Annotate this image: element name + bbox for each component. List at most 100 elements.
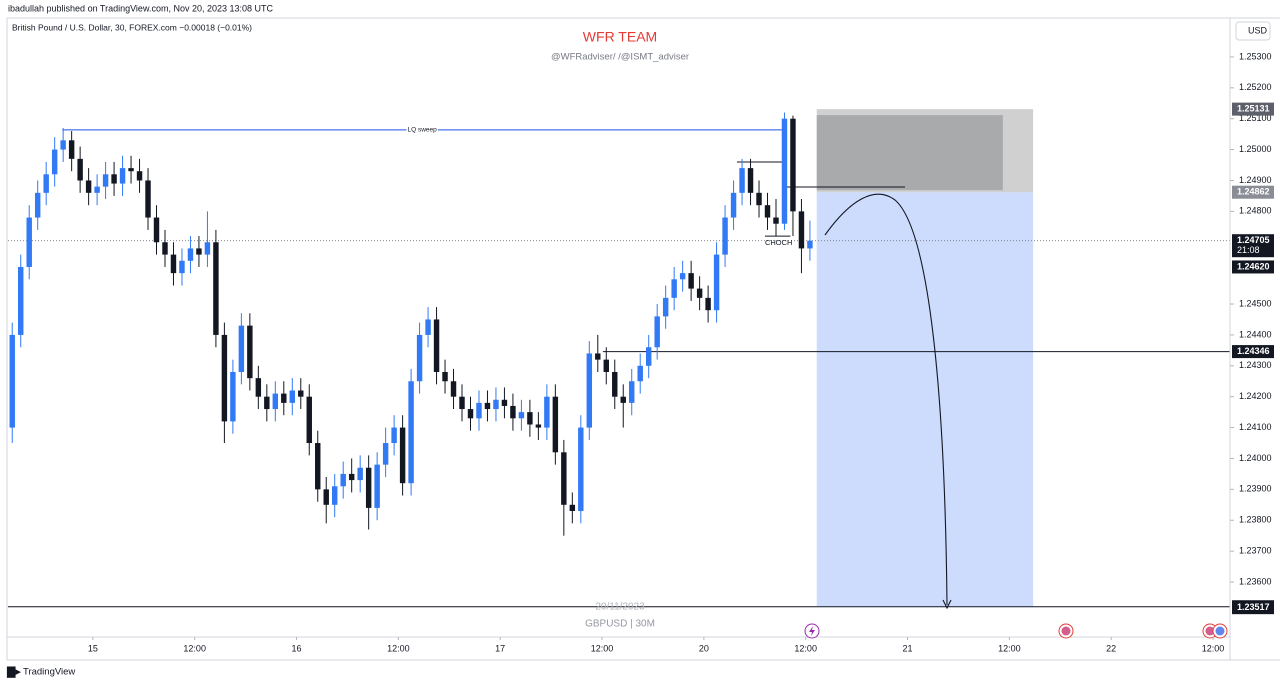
candle-body: [442, 371, 448, 382]
candle-body: [569, 504, 576, 511]
candle-body: [612, 371, 618, 397]
target-zone: [816, 192, 1034, 607]
x-tick-label: 17: [495, 643, 505, 653]
x-tick-label: 12:00: [183, 643, 206, 653]
candle-body: [331, 486, 338, 505]
candle-body: [501, 399, 508, 406]
candle-body: [136, 171, 143, 181]
candle-body: [756, 192, 762, 206]
candle-body: [348, 473, 355, 481]
candle-body: [204, 242, 211, 255]
candle-body: [578, 427, 584, 511]
flag-icon: [1215, 626, 1225, 636]
candle-body: [111, 174, 117, 184]
candle-body: [247, 325, 253, 379]
candle-body: [696, 288, 703, 298]
symbol-line: British Pound / U.S. Dollar, 30, FOREX.c…: [12, 22, 252, 32]
candle-body: [510, 405, 516, 419]
candle-body: [298, 390, 304, 397]
candle-body: [722, 217, 728, 255]
candle-body: [221, 334, 228, 422]
candle-body: [323, 489, 329, 505]
brand: TradingView: [23, 667, 75, 678]
candle-body: [281, 393, 287, 403]
candle-body: [798, 211, 805, 249]
candle-body: [764, 205, 771, 218]
candle-body: [340, 473, 346, 487]
backdrop-layer: [816, 109, 1034, 607]
x-tick-label: 15: [88, 643, 98, 653]
candle-body: [459, 396, 465, 410]
x-tick-label: 12:00: [998, 643, 1021, 653]
price-label: 1.23517: [1237, 602, 1270, 612]
candle-body: [162, 242, 168, 255]
price-label: 1.24620: [1237, 261, 1270, 271]
y-tick-label: 1.25100: [1239, 113, 1272, 123]
y-tick-label: 1.24200: [1239, 391, 1272, 401]
candle-body: [527, 412, 533, 425]
candle-body: [230, 371, 236, 422]
candle-body: [153, 217, 160, 243]
countdown-label: 21:08: [1237, 245, 1260, 255]
x-tick-label: 12:00: [1202, 643, 1225, 653]
candle-body: [315, 443, 321, 490]
candle-body: [747, 168, 754, 193]
candle-body: [399, 427, 406, 484]
x-tick-label: 21: [903, 643, 913, 653]
candle-body: [391, 427, 397, 444]
x-tick-label: 12:00: [794, 643, 817, 653]
candle-body: [26, 217, 32, 267]
candle-body: [18, 266, 24, 335]
flag-icon: [1205, 626, 1215, 636]
candle-body: [781, 118, 788, 224]
x-tick-label: 12:00: [591, 643, 614, 653]
chart-subtitle: @WFRadviser/ /@ISMT_adviser: [551, 52, 689, 63]
currency-label: USD: [1248, 25, 1268, 35]
arrow-head: [942, 599, 952, 610]
candle-body: [595, 353, 601, 360]
candle-body: [586, 353, 593, 428]
candle-body: [85, 180, 92, 193]
candle-body: [238, 325, 245, 372]
price-label-box: [1232, 345, 1274, 359]
y-tick-label: 1.24300: [1239, 360, 1272, 370]
candle-body: [365, 467, 372, 508]
candle-body: [518, 412, 525, 419]
candle-body: [705, 297, 711, 311]
candle-body: [128, 168, 134, 172]
candle-body: [645, 347, 652, 366]
candle-body: [535, 424, 542, 428]
currency-button[interactable]: [1235, 21, 1271, 41]
candle-body: [807, 240, 813, 249]
y-tick-label: 1.25300: [1239, 51, 1272, 61]
price-label: 1.24862: [1237, 187, 1270, 197]
y-tick-label: 1.24000: [1239, 453, 1272, 463]
candle-body: [773, 217, 779, 224]
overlay-layer: LQ sweep CHOCH: [406, 125, 952, 610]
candle-body: [9, 334, 15, 428]
candle-body: [408, 381, 414, 484]
candle-body: [60, 140, 66, 150]
price-label-box: [1232, 601, 1274, 615]
candle-body: [484, 402, 491, 410]
candle-body: [264, 396, 270, 410]
x-tick-label: 20: [699, 643, 709, 653]
candle-body: [790, 118, 796, 212]
candle-body: [94, 186, 100, 193]
candle-body: [34, 192, 41, 218]
candle-body: [145, 180, 151, 218]
candle-body: [382, 443, 389, 465]
candle-body: [425, 319, 431, 335]
candle-body: [77, 158, 83, 181]
candle-body: [493, 399, 499, 410]
candle-body: [688, 273, 694, 289]
price-label: 1.24705: [1237, 235, 1270, 245]
watermark-date: 20/11/2023: [595, 602, 645, 613]
price-label: 1.25131: [1237, 103, 1270, 113]
candle-body: [51, 149, 58, 175]
candle-body: [102, 174, 109, 187]
price-label-box: [1232, 185, 1274, 199]
